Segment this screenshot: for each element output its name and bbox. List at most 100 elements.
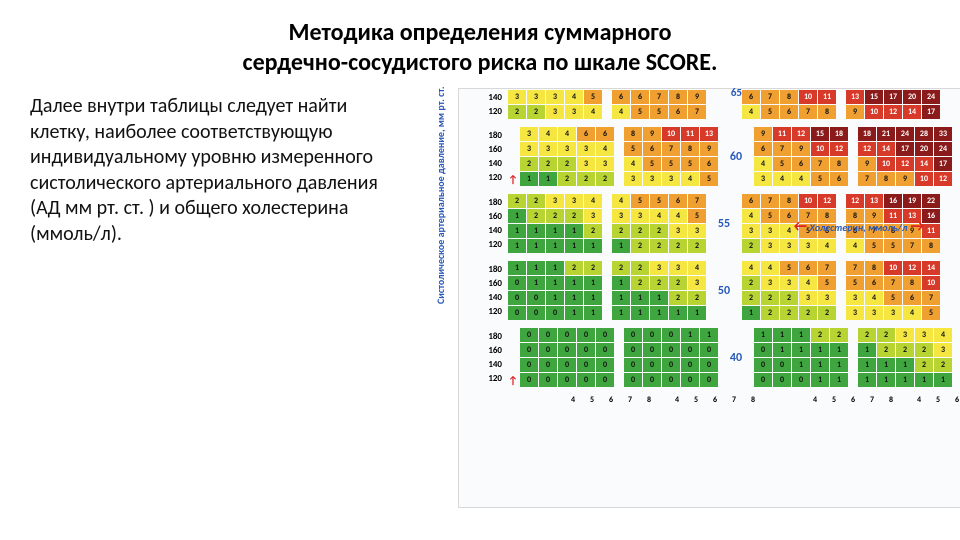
age-label: 50 xyxy=(714,284,734,298)
risk-cell: 8 xyxy=(830,157,848,171)
risk-cell: 3 xyxy=(846,306,864,320)
cholesterol-value: 6 xyxy=(844,395,862,405)
risk-cell: 4 xyxy=(742,261,760,275)
risk-cell: 7 xyxy=(903,239,921,253)
risk-cell: 12 xyxy=(903,261,921,275)
risk-cell: 2 xyxy=(934,358,952,372)
bp-value: 180 xyxy=(484,196,502,210)
risk-cell: 6 xyxy=(780,105,798,119)
risk-cell: 24 xyxy=(896,127,914,141)
risk-cell: 2 xyxy=(818,306,836,320)
risk-cell: 3 xyxy=(884,306,902,320)
risk-cell: 24 xyxy=(922,90,940,104)
risk-cell: 1 xyxy=(612,276,630,290)
age-label: 60 xyxy=(726,150,746,164)
risk-cell: 11 xyxy=(818,90,836,104)
age-label: 55 xyxy=(714,217,734,231)
risk-cell: 2 xyxy=(761,306,779,320)
risk-cell: 17 xyxy=(884,90,902,104)
risk-cell: 12 xyxy=(846,194,864,208)
risk-cell: 3 xyxy=(688,276,706,290)
risk-cell: 13 xyxy=(846,90,864,104)
risk-cell: 0 xyxy=(773,373,791,387)
risk-cell: 4 xyxy=(846,239,864,253)
risk-cell: 7 xyxy=(650,90,668,104)
cholesterol-value: 7 xyxy=(725,395,743,405)
risk-block: 00011000000000000000 xyxy=(624,328,718,387)
risk-cell: 10 xyxy=(915,172,933,186)
block-pair-left: 2233412223111121111145567334452223312222 xyxy=(508,194,706,253)
risk-cell: 12 xyxy=(934,172,952,186)
score-chart: Систолическое артериальное давление, мм … xyxy=(428,94,930,248)
risk-cell: 3 xyxy=(761,224,779,238)
block-pair-left: 1112201111001110001122334122231112211111 xyxy=(508,261,706,320)
risk-cell: 6 xyxy=(865,276,883,290)
risk-cell: 2 xyxy=(761,291,779,305)
risk-cell: 16 xyxy=(922,209,940,223)
risk-cell: 5 xyxy=(780,261,798,275)
risk-cell: 9 xyxy=(896,172,914,186)
risk-cell: 1 xyxy=(811,358,829,372)
arrow-up-icon: ↑ xyxy=(508,173,518,186)
bp-value: 160 xyxy=(484,277,502,291)
risk-cell: 1 xyxy=(584,276,602,290)
risk-cell: 4 xyxy=(565,90,583,104)
risk-cell: 0 xyxy=(700,373,718,387)
risk-block: 34466333342223311222 xyxy=(520,127,614,186)
risk-cell: 1 xyxy=(773,328,791,342)
risk-cell: 1 xyxy=(934,373,952,387)
y-axis-label: Систолическое артериальное давление, мм … xyxy=(434,86,447,304)
risk-cell: 7 xyxy=(662,142,680,156)
risk-cell: 1 xyxy=(612,239,630,253)
risk-cell: 2 xyxy=(539,157,557,171)
risk-block: 1315172024910121417 xyxy=(846,90,940,119)
risk-block: 182124283312141720249101214177891012 xyxy=(858,127,952,186)
risk-cell: 2 xyxy=(650,239,668,253)
risk-cell: 2 xyxy=(546,209,564,223)
risk-cell: 4 xyxy=(761,261,779,275)
risk-cell: 3 xyxy=(761,239,779,253)
bp-value: 140 xyxy=(484,157,502,171)
bp-value: 120 xyxy=(484,105,502,119)
risk-cell: 0 xyxy=(577,358,595,372)
risk-block: 45567334452223312222 xyxy=(612,194,706,253)
risk-block: 91112151867910124567834456 xyxy=(754,127,848,186)
risk-cell: 0 xyxy=(681,373,699,387)
risk-cell: 2 xyxy=(650,276,668,290)
age-group-row: 180160140120↑344663333422233112228910111… xyxy=(484,127,960,186)
risk-cell: 3 xyxy=(520,142,538,156)
risk-cell: 0 xyxy=(773,358,791,372)
risk-cell: 0 xyxy=(643,328,661,342)
risk-cell: 0 xyxy=(596,328,614,342)
risk-cell: 2 xyxy=(915,358,933,372)
risk-cell: 2 xyxy=(877,328,895,342)
cholesterol-value: 5 xyxy=(687,395,705,405)
page-title: Методика определения суммарного сердечно… xyxy=(30,18,930,78)
risk-cell: 1 xyxy=(631,306,649,320)
risk-cell: 10 xyxy=(799,194,817,208)
cholesterol-value: 8 xyxy=(640,395,658,405)
risk-cell: 10 xyxy=(877,157,895,171)
risk-cell: 3 xyxy=(846,291,864,305)
risk-cell: 5 xyxy=(584,90,602,104)
risk-block: 11122011110011100011 xyxy=(754,328,848,387)
risk-cell: 0 xyxy=(681,343,699,357)
bp-labels: 180160140120 xyxy=(484,330,502,386)
risk-cell: 12 xyxy=(818,194,836,208)
cholesterol-values: 45678 xyxy=(668,395,762,405)
risk-cell: 18 xyxy=(830,127,848,141)
risk-block: 22334122231112211111 xyxy=(612,261,706,320)
bp-value: 120 xyxy=(484,171,502,185)
risk-cell: 0 xyxy=(662,373,680,387)
risk-cell: 3 xyxy=(558,142,576,156)
risk-cell: 17 xyxy=(934,157,952,171)
risk-cell: 2 xyxy=(858,328,876,342)
risk-cell: 28 xyxy=(915,127,933,141)
risk-cell: 18 xyxy=(858,127,876,141)
risk-cell: 1 xyxy=(508,261,526,275)
risk-cell: 8 xyxy=(922,239,940,253)
risk-cell: 12 xyxy=(884,105,902,119)
risk-cell: 4 xyxy=(773,172,791,186)
risk-cell: 1 xyxy=(546,224,564,238)
risk-cell: 33 xyxy=(934,127,952,141)
